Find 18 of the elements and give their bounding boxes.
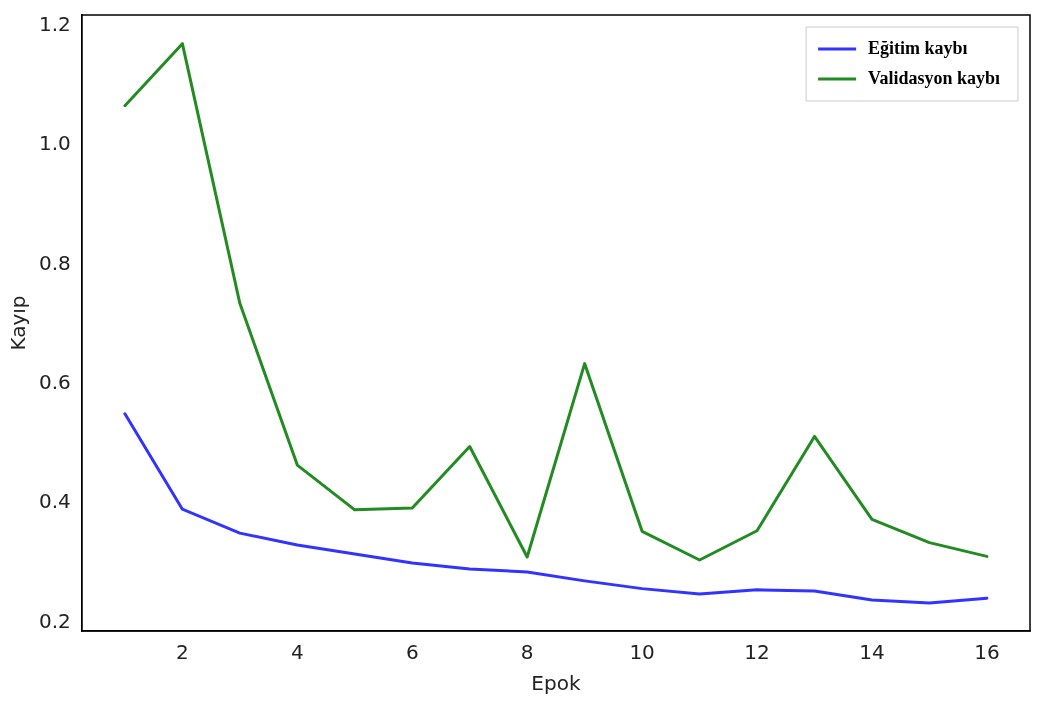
y-tick-label: 1.0 (38, 131, 71, 156)
x-tick-label: 6 (405, 640, 419, 665)
y-tick-label: 0.8 (38, 250, 71, 275)
x-tick-label: 12 (744, 640, 770, 665)
y-axis-title: Kayıp (6, 295, 31, 351)
x-tick-label: 14 (859, 640, 885, 665)
x-axis-title: Epok (531, 671, 581, 696)
y-tick-label: 0.4 (38, 489, 71, 514)
x-tick-label: 2 (176, 640, 189, 665)
legend-label: Validasyon kaybı (868, 67, 1001, 88)
y-tick-label: 0.6 (38, 370, 71, 395)
x-tick-label: 4 (290, 640, 304, 665)
legend-label: Eğitim kaybı (868, 37, 968, 58)
y-tick-label: 1.2 (38, 11, 71, 36)
x-tick-label: 16 (974, 640, 1000, 665)
x-tick-label: 8 (520, 640, 534, 665)
y-tick-label: 0.2 (38, 608, 71, 633)
x-tick-label: 10 (629, 640, 655, 665)
